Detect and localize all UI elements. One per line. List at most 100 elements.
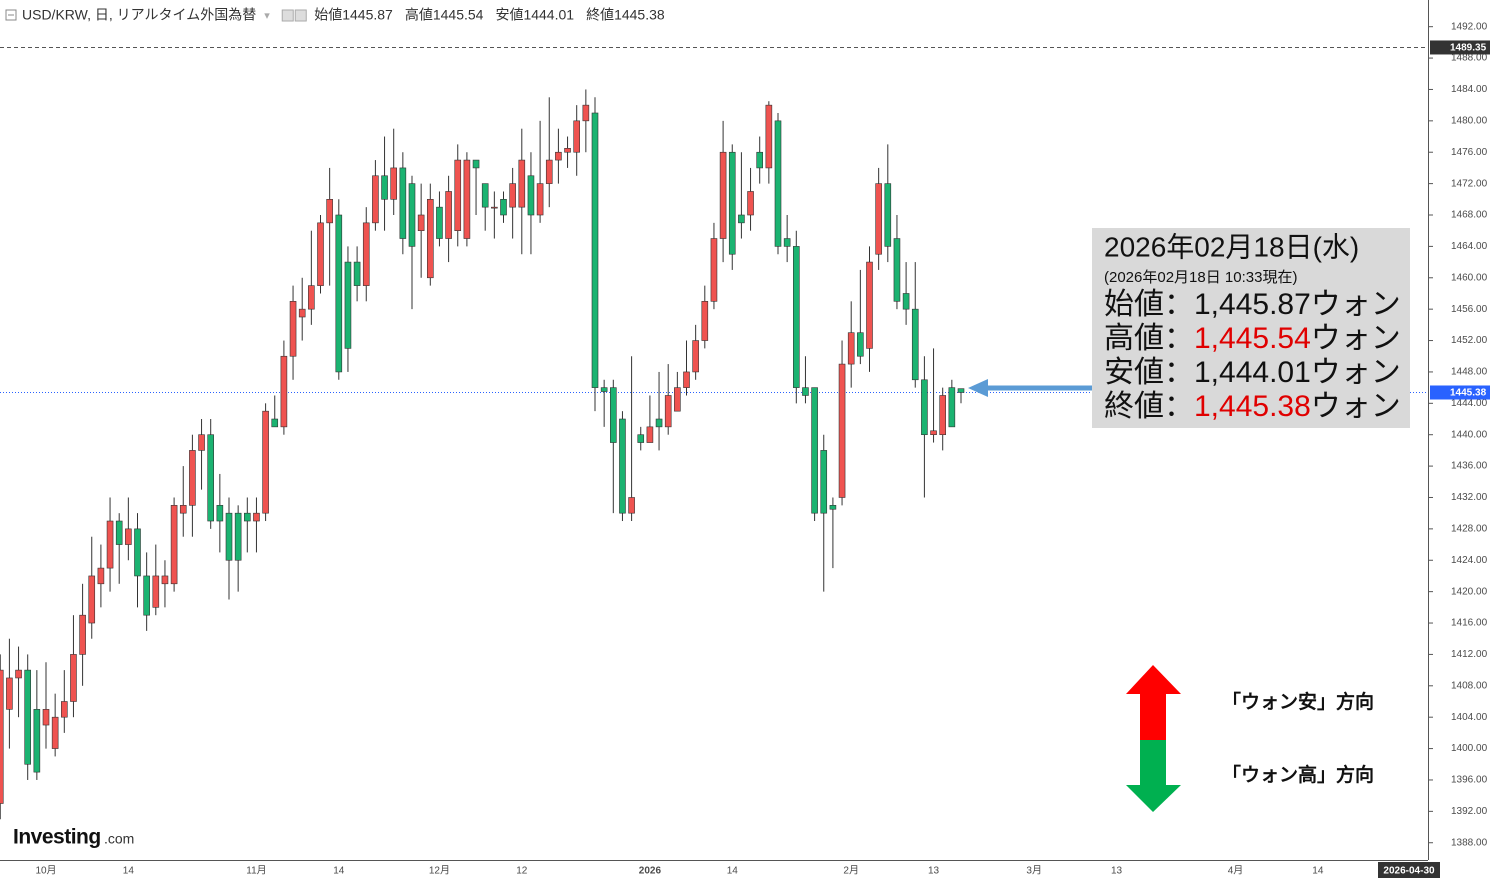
candle-body: [79, 614, 86, 655]
candle-body: [436, 206, 443, 239]
candle-body: [838, 363, 846, 498]
info-unit: ウォン: [1311, 356, 1401, 389]
candle-body: [774, 120, 782, 247]
price-lines: [0, 46, 1428, 393]
candle-body: [189, 450, 196, 506]
candle-body: [417, 214, 425, 231]
candle-body: [911, 308, 919, 381]
candle-body: [216, 505, 224, 522]
y-tick-label: 1420.00: [1451, 586, 1488, 597]
info-value: 1,445.38: [1194, 390, 1311, 423]
y-tick-label: 1480.00: [1451, 115, 1488, 126]
candle-body: [884, 183, 892, 247]
candle-body: [747, 191, 754, 216]
candle-body: [555, 151, 562, 161]
candle-body: [646, 426, 654, 443]
settings-icon: ▾: [264, 10, 270, 22]
candle-body: [491, 206, 498, 209]
x-tick-label: 14: [123, 866, 135, 877]
candle-body: [811, 387, 818, 514]
candle-body: [628, 497, 635, 514]
eye-icon[interactable]: [281, 9, 294, 22]
ohlc-value: 1445.54: [433, 7, 484, 23]
y-tick-label: 1476.00: [1451, 147, 1488, 158]
candle-body: [591, 112, 599, 388]
candle-body: [344, 261, 352, 349]
candle-body: [454, 159, 462, 231]
y-tick-label: 1432.00: [1451, 492, 1488, 503]
logo-suffix: .com: [104, 831, 134, 847]
candle-body: [710, 238, 718, 302]
candle-body: [783, 238, 791, 247]
candle-body: [545, 159, 553, 184]
direction-legend: 「ウォン安」方向「ウォン高」方向: [1126, 665, 1374, 812]
chart-title: USD/KRW, 日, リアルタイム外国為替: [22, 7, 256, 23]
up-arrow: [1126, 665, 1181, 740]
candle-body: [6, 677, 13, 710]
candle-body: [692, 340, 699, 373]
axes: 1388.00 1392.00 1396.00 1400.00 1404.00 1408.…: [35, 21, 1490, 878]
settings-icon[interactable]: [294, 9, 307, 22]
price-line-label: 1489.35: [1450, 43, 1487, 54]
info-label: 高値：: [1104, 322, 1194, 355]
candle-body: [326, 199, 333, 224]
info-value: 1,444.01: [1194, 356, 1311, 389]
candle-body: [939, 395, 947, 436]
x-tick-label: 12: [516, 866, 528, 877]
candle-body: [683, 371, 690, 388]
x-tick-label: 14: [1312, 866, 1324, 877]
candle-body: [756, 151, 764, 169]
down-arrow: [1126, 740, 1181, 812]
candle-body: [802, 387, 809, 396]
x-tick-label: 12月: [429, 865, 450, 877]
candle-body: [143, 575, 150, 616]
y-tick-label: 1460.00: [1451, 272, 1488, 283]
candle-body: [15, 669, 22, 679]
candle-body: [738, 214, 745, 224]
y-tick-label: 1440.00: [1451, 429, 1488, 440]
candle-body: [88, 575, 96, 624]
candle-body: [198, 434, 205, 451]
x-tick-label: 10月: [35, 865, 56, 877]
candle-body: [820, 450, 828, 514]
candle-body: [655, 418, 663, 428]
candle-body: [930, 430, 937, 436]
y-tick-label: 1436.00: [1451, 461, 1488, 472]
y-tick-label: 1408.00: [1451, 680, 1488, 691]
x-tick-label: 13: [928, 866, 940, 877]
candle-body: [308, 285, 315, 310]
ohlc-label: 高値: [405, 7, 433, 23]
candle-body: [866, 261, 873, 349]
collapse-icon[interactable]: [5, 9, 17, 21]
candle-body: [134, 528, 141, 577]
candle-body: [481, 183, 489, 208]
y-tick-label: 1456.00: [1451, 304, 1488, 315]
ohlc-label: 安値: [495, 7, 523, 23]
candle-body: [957, 388, 965, 393]
ohlc-value: 1445.87: [342, 7, 393, 23]
ohlc-value: 1444.01: [523, 7, 574, 23]
x-tick-label: 3月: [1026, 865, 1042, 877]
candle-body: [335, 214, 343, 373]
y-tick-label: 1488.00: [1451, 53, 1488, 64]
info-label: 始値：: [1104, 288, 1194, 321]
candle-body: [527, 175, 535, 216]
candle-body: [875, 183, 882, 255]
y-tick-label: 1464.00: [1451, 241, 1488, 252]
candle-body: [353, 261, 361, 286]
candle-body: [408, 183, 416, 247]
candle-body: [857, 332, 864, 357]
pointer-arrow-head: [968, 379, 988, 397]
y-tick-label: 1412.00: [1451, 649, 1488, 660]
candle-body: [674, 387, 681, 412]
candle-body: [125, 528, 132, 545]
x-tick-label: 2月: [843, 865, 859, 877]
y-tick-label: 1452.00: [1451, 335, 1488, 346]
candle-body: [271, 418, 279, 428]
y-tick-label: 1448.00: [1451, 367, 1488, 378]
info-unit: ウォン: [1311, 390, 1401, 423]
info-unit: ウォン: [1311, 288, 1401, 321]
candle-body: [170, 505, 178, 585]
